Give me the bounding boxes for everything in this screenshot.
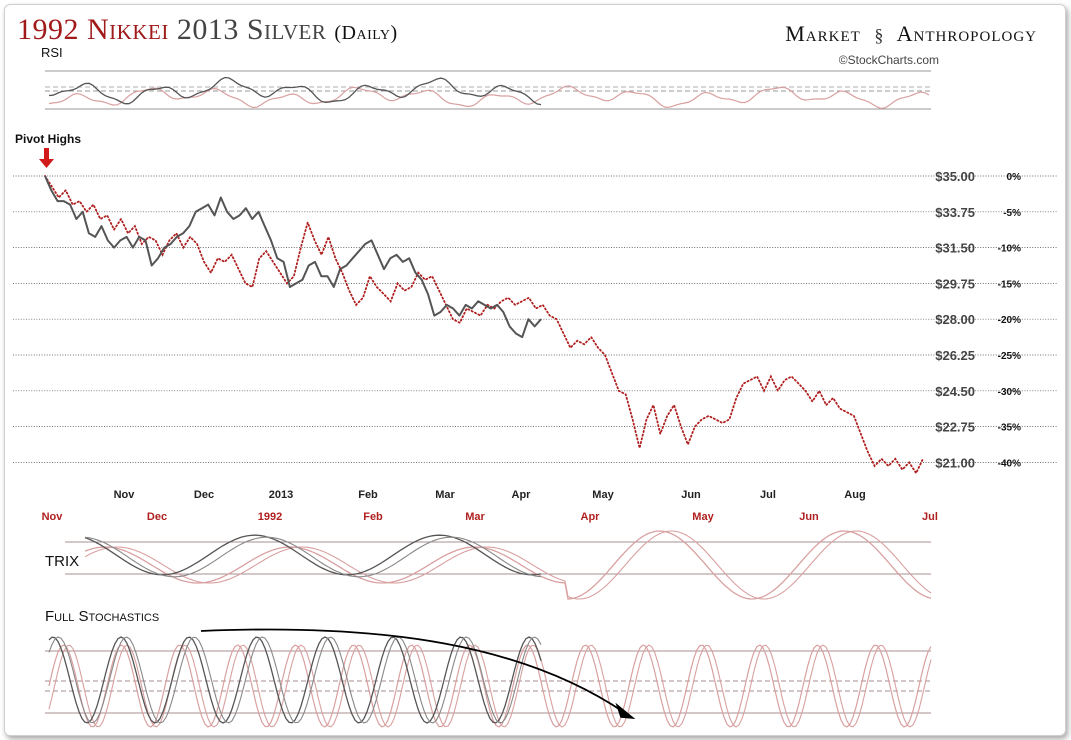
pct-tick-label: -15%: [998, 279, 1021, 290]
price-tick-label: $33.75: [935, 205, 975, 220]
x-tick-silver: Jul: [760, 489, 776, 501]
x-tick-silver: 2013: [269, 489, 293, 501]
pct-tick-label: -30%: [998, 387, 1021, 398]
x-tick-nikkei: Nov: [42, 511, 64, 523]
pct-tick-label: -20%: [998, 315, 1021, 326]
price-tick-label: $35.00: [935, 169, 975, 184]
trix-line-silver: [84, 534, 542, 576]
pivot-highs-label: Pivot Highs: [15, 132, 82, 146]
stoch-d-nikkei: [48, 644, 932, 728]
x-tick-silver: Feb: [358, 489, 378, 501]
pct-tick-label: -25%: [998, 351, 1021, 362]
title-silver: 2013 Silver: [176, 13, 327, 46]
pct-tick-label: -40%: [998, 458, 1021, 469]
x-tick-silver: Aug: [844, 489, 865, 501]
price-tick-label: $26.25: [935, 348, 975, 363]
x-tick-silver: May: [592, 489, 614, 501]
x-tick-silver: Dec: [194, 489, 214, 501]
pct-tick-label: -35%: [998, 423, 1021, 434]
trix-signal-silver: [84, 536, 542, 578]
series-line-nikkei: [44, 175, 924, 475]
title-period: (Daily): [334, 22, 398, 44]
chart-canvas: $35.00 0% $33.75 -5% $31.50 -10% $29.75 -15% $28…: [13, 70, 1057, 728]
pivot-arrow-head: [39, 159, 54, 168]
brand-logo: Market § Anthropology: [785, 21, 1037, 47]
x-tick-nikkei: Mar: [465, 511, 485, 523]
chart-title: 1992 Nikkei 2013 Silver (Daily): [17, 13, 398, 47]
stochastics-label: Full Stochastics: [45, 608, 160, 625]
pivot-arrow-shaft: [44, 148, 49, 160]
pct-tick-label: -5%: [1003, 208, 1021, 219]
x-tick-nikkei: Feb: [363, 511, 383, 523]
price-tick-label: $21.00: [935, 455, 975, 470]
x-tick-nikkei: 1992: [258, 511, 282, 523]
price-tick-label: $24.50: [935, 384, 975, 399]
chart-frame: $35.00 0% $33.75 -5% $31.50 -10% $29.75 -15% $28…: [4, 4, 1066, 736]
rsi-line-nikkei: [48, 85, 930, 110]
rsi-label: RSI: [41, 45, 63, 60]
series-line-silver: [44, 175, 542, 339]
brand-word-market: Market: [785, 21, 861, 46]
price-tick-label: $28.00: [935, 312, 975, 327]
x-tick-silver: Nov: [114, 489, 136, 501]
x-tick-silver: Apr: [512, 489, 532, 501]
rsi-line-silver: [48, 76, 542, 106]
stoch-k-nikkei: [48, 644, 932, 728]
x-tick-nikkei: Dec: [147, 511, 167, 523]
dna-helix-icon: §: [874, 25, 885, 45]
price-tick-label: $29.75: [935, 276, 975, 291]
x-tick-silver: Mar: [435, 489, 455, 501]
brand-word-anthropology: Anthropology: [896, 21, 1037, 46]
pct-tick-label: 0%: [1007, 172, 1022, 183]
stockcharts-credit: ©StockCharts.com: [838, 53, 939, 67]
x-tick-nikkei: Jun: [799, 511, 819, 523]
x-tick-nikkei: Apr: [581, 511, 601, 523]
price-tick-label: $22.75: [935, 420, 975, 435]
x-tick-nikkei: May: [692, 511, 714, 523]
pct-tick-label: -10%: [998, 244, 1021, 255]
title-nikkei: 1992 Nikkei: [17, 13, 169, 46]
x-tick-nikkei: Jul: [922, 511, 938, 523]
x-tick-silver: Jun: [681, 489, 701, 501]
trend-arrow-head: [615, 702, 636, 719]
trend-arrow-curve: [200, 628, 626, 714]
trix-signal-nikkei: [84, 530, 932, 600]
price-tick-label: $31.50: [935, 241, 975, 256]
trix-label: TRIX: [45, 553, 80, 570]
stoch-k-silver: [48, 636, 542, 724]
trix-line-nikkei: [84, 530, 932, 600]
